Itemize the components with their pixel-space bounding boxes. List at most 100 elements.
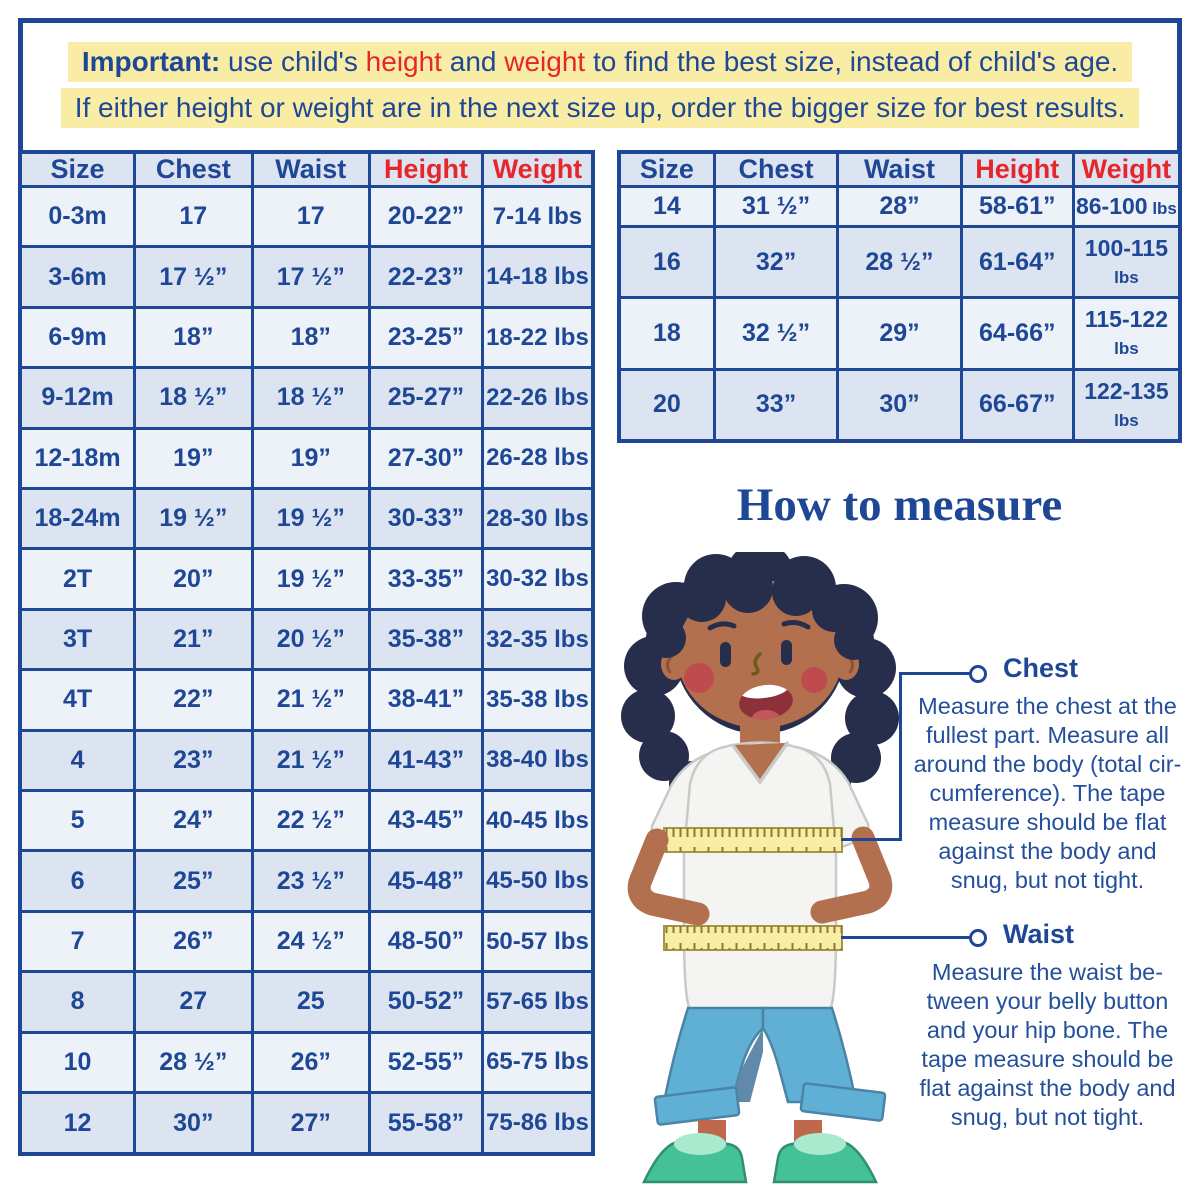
vneck-collar	[730, 740, 790, 785]
value-cell: 18”	[250, 305, 372, 370]
size-cell: 8	[18, 970, 137, 1034]
table-row: 8 27 25 50-52” 57-65 lbs	[18, 970, 595, 1034]
value-cell: 41-43”	[368, 728, 484, 793]
size-cell: 0-3m	[18, 184, 137, 249]
value-cell: 27”	[250, 1091, 372, 1156]
waist-connector-dot	[969, 929, 987, 947]
column-header-weight: Weight	[1071, 150, 1182, 188]
value-cell: 17	[250, 184, 372, 249]
value-cell: 18-22 lbs	[480, 305, 595, 370]
value-cell: 29”	[836, 296, 963, 371]
chest-connector-dot	[969, 665, 987, 683]
value-cell: 25-27”	[368, 366, 484, 430]
column-header-waist: Waist	[250, 150, 372, 188]
value-cell: 19 ½”	[250, 487, 372, 551]
table-row: 6 25” 23 ½” 45-48” 45-50 lbs	[18, 849, 595, 913]
value-cell: 40-45 lbs	[480, 789, 595, 853]
value-cell: 19”	[133, 426, 254, 491]
value-cell: 23 ½”	[250, 849, 372, 913]
column-header-height: Height	[959, 150, 1075, 188]
value-cell: 28 ½”	[836, 225, 963, 300]
column-header-size: Size	[617, 150, 716, 188]
value-cell: 115-122 lbs	[1071, 296, 1182, 371]
waist-callout-label: Waist	[1003, 919, 1075, 949]
size-cell: 14	[617, 184, 716, 229]
left-eye	[720, 642, 731, 667]
value-cell: 18 ½”	[250, 366, 372, 430]
value-cell: 35-38”	[368, 607, 484, 672]
right-eye	[781, 640, 792, 665]
value-cell: 65-75 lbs	[480, 1030, 595, 1095]
value-cell: 122-135 lbs	[1071, 367, 1182, 443]
value-cell: 20-22”	[368, 184, 484, 249]
left-cuff	[653, 1086, 741, 1126]
size-cell: 12-18m	[18, 426, 137, 491]
value-cell: 57-65 lbs	[480, 970, 595, 1034]
vneck-skin	[734, 743, 786, 780]
value-cell: 26-28 lbs	[480, 426, 595, 491]
value-cell: 35-38 lbs	[480, 668, 595, 732]
value-cell: 58-61”	[959, 184, 1075, 229]
value-cell: 48-50”	[368, 909, 484, 974]
youth-size-table: Size Chest Waist Height Weight 14 31 ½” 28” 58-6…	[617, 150, 1182, 443]
value-cell: 21 ½”	[250, 728, 372, 793]
value-cell: 33-35”	[368, 547, 484, 611]
pants-shadow	[732, 1028, 763, 1102]
value-cell: 45-48”	[368, 849, 484, 913]
chest-callout-label: Chest	[1003, 653, 1079, 683]
banner-text: to find the best size, instead of child'…	[585, 46, 1119, 77]
value-cell: 100-115 lbs	[1071, 225, 1182, 300]
left-shoe	[642, 1133, 748, 1184]
value-cell: 30”	[133, 1091, 254, 1156]
waist-callout-text: Measure the waist be- tween your belly b…	[919, 959, 1176, 1130]
size-cell: 10	[18, 1030, 137, 1095]
size-cell: 18	[617, 296, 716, 371]
table-row: 18 32 ½” 29” 64-66” 115-122 lbs	[617, 296, 1182, 371]
table-row: 10 28 ½” 26” 52-55” 65-75 lbs	[18, 1030, 595, 1095]
banner-line-1: Important: use child's height and weight…	[67, 42, 1133, 82]
value-cell: 66-67”	[959, 367, 1075, 443]
header-row: Size Chest Waist Height Weight	[617, 150, 1182, 188]
value-cell: 21 ½”	[250, 668, 372, 732]
frame-left-border	[18, 18, 23, 154]
how-to-measure-title: How to measure	[736, 479, 1063, 531]
table-row: 5 24” 22 ½” 43-45” 40-45 lbs	[18, 789, 595, 853]
size-cell: 20	[617, 367, 716, 443]
value-cell: 19 ½”	[250, 547, 372, 611]
value-cell: 32 ½”	[712, 296, 840, 371]
size-cell: 3-6m	[18, 245, 137, 309]
column-header-height: Height	[368, 150, 484, 188]
value-cell: 26”	[250, 1030, 372, 1095]
table-row: 9-12m 18 ½” 18 ½” 25-27” 22-26 lbs	[18, 366, 595, 430]
size-cell: 3T	[18, 607, 137, 672]
value-cell: 25”	[133, 849, 254, 913]
value-cell: 30-33”	[368, 487, 484, 551]
value-cell: 45-50 lbs	[480, 849, 595, 913]
right-cheek	[801, 667, 827, 693]
value-cell: 19 ½”	[133, 487, 254, 551]
value-cell: 75-86 lbs	[480, 1091, 595, 1156]
value-cell: 38-40 lbs	[480, 728, 595, 793]
value-cell: 23-25”	[368, 305, 484, 370]
front-curls	[646, 563, 874, 660]
value-cell: 55-58”	[368, 1091, 484, 1156]
banner-weight-word: weight	[504, 46, 586, 77]
value-cell: 27	[133, 970, 254, 1034]
frame-top-border	[18, 18, 1182, 23]
waist-connector-horizontal	[841, 936, 971, 939]
important-banner: Important: use child's height and weight…	[0, 42, 1200, 134]
value-cell: 27-30”	[368, 426, 484, 491]
value-cell: 86-100 lbs	[1071, 184, 1182, 229]
frame-right-border	[1177, 18, 1182, 154]
table-row: 2T 20” 19 ½” 33-35” 30-32 lbs	[18, 547, 595, 611]
banner-height-word: height	[365, 46, 442, 77]
size-cell: 18-24m	[18, 487, 137, 551]
right-eyebrow	[781, 620, 811, 630]
banner-line-2: If either height or weight are in the ne…	[60, 88, 1140, 128]
column-header-waist: Waist	[836, 150, 963, 188]
header-row: Size Chest Waist Height Weight	[18, 150, 595, 188]
table-row: 3T 21” 20 ½” 35-38” 32-35 lbs	[18, 607, 595, 672]
size-cell: 12	[18, 1091, 137, 1156]
value-cell: 31 ½”	[712, 184, 840, 229]
table-row: 4 23” 21 ½” 41-43” 38-40 lbs	[18, 728, 595, 793]
